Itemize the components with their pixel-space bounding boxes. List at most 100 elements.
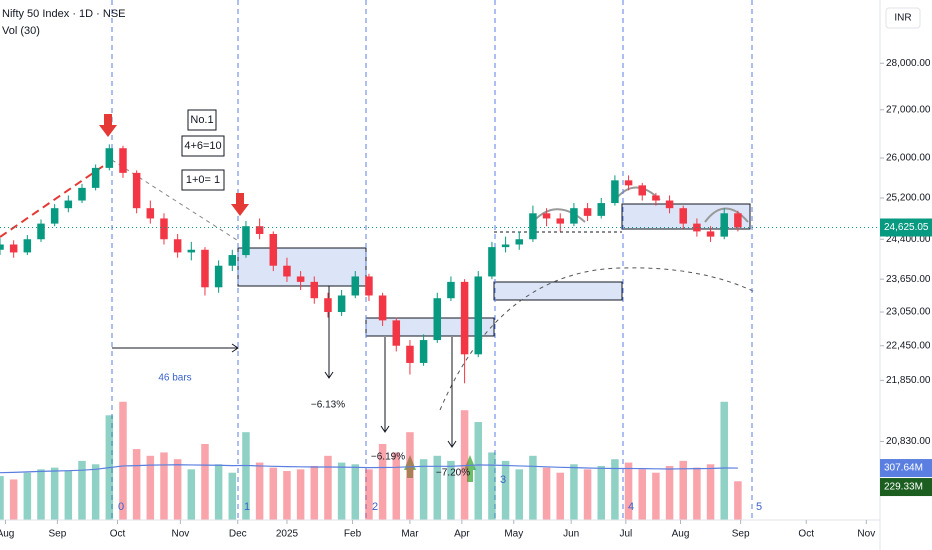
y-tick-label: 22,450.00 bbox=[886, 340, 931, 351]
annotations: Nifty 50 Index · 1D · NSE Vol (30) No.1 … bbox=[2, 8, 762, 513]
x-tick-label: Jul bbox=[619, 529, 632, 540]
candle-body bbox=[337, 295, 346, 313]
candle-body bbox=[351, 276, 360, 296]
candle-body bbox=[105, 148, 114, 168]
candle-body bbox=[542, 213, 551, 219]
volume-bar bbox=[160, 452, 168, 520]
y-tick-label: 26,000.00 bbox=[886, 153, 931, 164]
candle-body bbox=[378, 295, 387, 321]
candle-body bbox=[0, 244, 4, 250]
volume-bar bbox=[433, 455, 442, 520]
volume-bar bbox=[201, 444, 209, 520]
x-tick-label: May bbox=[504, 529, 523, 540]
volume-bar bbox=[665, 465, 674, 520]
note: 1+0= 1 bbox=[186, 174, 220, 186]
volume-bar bbox=[378, 444, 387, 520]
y-tick-label: 25,200.00 bbox=[886, 193, 931, 204]
y-tick-label: 23,050.00 bbox=[886, 307, 931, 318]
candle-body bbox=[597, 203, 605, 216]
volume-bar bbox=[91, 464, 100, 520]
chart-title: Nifty 50 Index · 1D · NSE bbox=[2, 8, 126, 20]
candle-body bbox=[324, 298, 332, 313]
x-tick-label: Apr bbox=[454, 529, 470, 540]
volume-bar bbox=[679, 460, 687, 520]
candle-body bbox=[652, 195, 660, 201]
volume-bar bbox=[419, 459, 428, 520]
x-tick-label: Dec bbox=[229, 529, 247, 540]
volume-bar bbox=[23, 472, 32, 520]
red-arrows bbox=[99, 114, 249, 216]
candle-body bbox=[50, 208, 59, 224]
volume-bar bbox=[337, 462, 346, 520]
candle-body bbox=[720, 213, 728, 237]
volume-bar bbox=[187, 469, 196, 520]
candle-body bbox=[146, 208, 155, 219]
candle-body bbox=[255, 226, 264, 235]
candle-body bbox=[160, 218, 168, 240]
volume-bar bbox=[37, 469, 45, 520]
volume-bar bbox=[556, 472, 565, 520]
price-axis bbox=[880, 0, 932, 550]
candle-body bbox=[501, 244, 510, 248]
candle-body bbox=[706, 231, 715, 237]
candle-body bbox=[556, 218, 565, 224]
candle-body bbox=[242, 226, 250, 256]
candle-body bbox=[310, 281, 319, 299]
volume-bar bbox=[214, 464, 223, 520]
x-tick-label: Sep bbox=[732, 529, 750, 540]
y-tick-label: 20,830.00 bbox=[886, 436, 931, 447]
volume-bar bbox=[529, 455, 537, 520]
volume-ma-box bbox=[880, 459, 932, 478]
x-tick-label: Aug bbox=[672, 529, 690, 540]
trend-line bbox=[0, 159, 113, 238]
x-tick-label: Sep bbox=[48, 529, 66, 540]
volume-bar bbox=[611, 459, 619, 520]
candle-body bbox=[392, 320, 401, 346]
candle-body bbox=[9, 244, 18, 253]
candle-body bbox=[214, 265, 223, 288]
volume-bar bbox=[447, 460, 455, 520]
candle-body bbox=[624, 180, 633, 186]
candle-body bbox=[734, 213, 742, 228]
volume-bar bbox=[119, 401, 127, 520]
candle-body bbox=[419, 340, 428, 363]
volume-bar bbox=[706, 464, 715, 520]
volume-bar bbox=[9, 479, 18, 520]
volume-bar bbox=[310, 465, 319, 520]
volume-bar bbox=[515, 469, 524, 520]
volume-bar bbox=[146, 455, 155, 520]
volume-bar bbox=[365, 469, 373, 520]
volume-bar bbox=[583, 469, 592, 520]
candle-body bbox=[132, 172, 141, 209]
last-price-box bbox=[880, 218, 932, 237]
candle-body bbox=[474, 276, 483, 355]
volume-bar bbox=[501, 460, 510, 520]
volume-bar bbox=[392, 452, 401, 520]
volume-last-box bbox=[880, 478, 932, 497]
candle-body bbox=[283, 265, 291, 277]
candle-body bbox=[37, 223, 45, 240]
volume-bar bbox=[296, 469, 305, 520]
candle-body bbox=[638, 185, 646, 196]
candle-body bbox=[119, 148, 127, 173]
candle-body bbox=[583, 208, 592, 216]
drop-label: −7.20% bbox=[436, 468, 470, 479]
volume-bar bbox=[283, 471, 291, 520]
volume-layer bbox=[0, 401, 742, 520]
volume-bar bbox=[351, 464, 360, 520]
volume-bar bbox=[638, 469, 646, 520]
candle-body bbox=[433, 298, 442, 341]
drop-label: −6.13% bbox=[311, 400, 345, 411]
volume-bar bbox=[597, 465, 605, 520]
x-tick-label: Oct bbox=[110, 529, 126, 540]
volume-bar bbox=[228, 472, 237, 520]
volume-bar bbox=[570, 464, 578, 520]
candle-body bbox=[269, 234, 278, 266]
cycle-lines bbox=[111, 0, 753, 520]
note: 4+6=10 bbox=[184, 140, 221, 152]
x-tick-label: Jun bbox=[563, 529, 579, 540]
zone bbox=[493, 281, 623, 301]
volume-bar bbox=[0, 476, 4, 520]
